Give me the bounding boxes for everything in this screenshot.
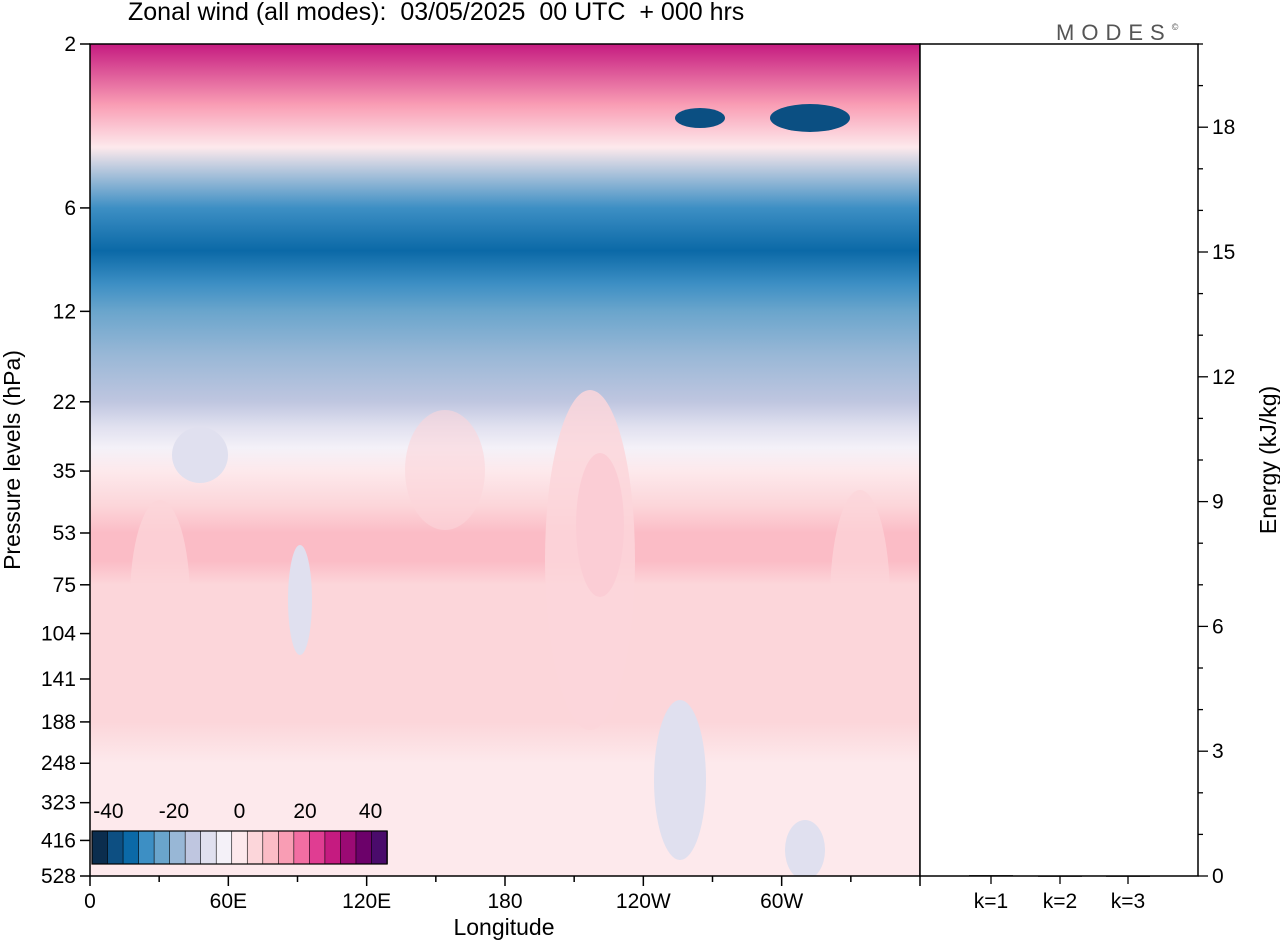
pressure-tick-label: 323 [41,792,76,815]
modes-logo: MODES© [1056,20,1179,45]
energy-bar [969,875,1013,877]
colorbar-swatch [246,830,264,865]
y-axis-title: Pressure levels (hPa) [0,350,25,570]
pressure-tick-label: 12 [53,300,76,323]
easterly-blob-3 [172,427,228,483]
stratospheric-core-2 [675,108,725,128]
colorbar-swatch [371,830,388,865]
colorbar-frame [91,830,388,865]
longitude-tick-label: 60E [210,890,247,913]
chart-title: Zonal wind (all modes): 03/05/2025 00 UT… [128,0,745,26]
energy-tick-label: 18 [1212,116,1235,139]
colorbar-swatch [278,830,295,865]
colorbar-labels: -40 -20 0 20 40 [93,800,382,823]
colorbar-swatch [122,830,140,865]
colorbar-swatch [107,830,124,865]
heatmap-features [130,104,890,876]
energy-category-label: k=3 [1111,890,1145,913]
energy-tick-label: 9 [1212,491,1224,514]
pressure-tick-label: 248 [41,752,76,775]
jet-blob-4 [830,490,890,710]
x-axis-title: Longitude [453,914,554,940]
longitude-tick-label: 180 [487,890,522,913]
colorbar-swatch [138,830,155,865]
pressure-tick-label: 75 [53,574,76,597]
jet-blob-2 [545,390,635,730]
pressure-tick-label: 141 [41,668,76,691]
longitude-tick-label: 0 [84,890,96,913]
longitude-tick-label: 60W [760,890,803,913]
jet-blob-5 [405,410,485,530]
pressure-tick-label: 6 [64,197,76,220]
pressure-tick-label: 53 [53,522,76,545]
colorbar-swatch [340,830,357,865]
colorbar-swatch [355,830,373,865]
colorbar-swatch [153,830,171,865]
pressure-tick-label: 188 [41,711,76,734]
energy-tick-label: 12 [1212,366,1235,389]
colorbar-tick-label: -20 [159,800,189,823]
energy-category-label: k=2 [1043,890,1077,913]
energy-categories: k=1 k=2 k=3 [974,876,1145,913]
colorbar-tick-label: 20 [293,800,316,823]
easterly-blob-1 [654,700,706,860]
pressure-tick-label: 528 [41,865,76,888]
pressure-tick-label: 22 [53,391,76,414]
colorbar-swatch [293,830,311,865]
heatmap-field [90,44,920,876]
energy-axis: 0 3 6 9 12 15 18 [1198,43,1235,888]
colorbar-tick-label: 0 [234,800,246,823]
colorbar-swatch [324,830,342,865]
colorbar-tick-label: -40 [93,800,123,823]
colorbar-swatches [91,830,388,865]
energy-tick-label: 0 [1212,865,1224,888]
energy-axis-title: Energy (kJ/kg) [1255,386,1280,534]
energy-tick-label: 6 [1212,615,1224,638]
colorbar-swatch [262,830,280,865]
pressure-axis: 2 6 12 22 35 53 75 104 141 188 248 323 416 528 [41,33,90,888]
colorbar-swatch [215,830,233,865]
colorbar-swatch [231,830,249,865]
energy-category-label: k=1 [974,890,1008,913]
energy-panel: 0 3 6 9 12 15 18 k=1 k=2 k=3 Energy (kJ/kg) [919,43,1280,913]
longitude-axis: 0 60E 120E 180 120W 60W [84,876,921,913]
colorbar-swatch [184,830,202,865]
longitude-tick-label: 120E [342,890,391,913]
stratospheric-core-1 [770,104,850,132]
colorbar-swatch [200,830,218,865]
energy-plot-frame [919,43,1199,877]
pressure-tick-label: 35 [53,460,76,483]
energy-tick-label: 15 [1212,241,1235,264]
energy-tick-label: 3 [1212,740,1224,763]
colorbar-swatch [91,830,109,865]
pressure-tick-label: 104 [41,623,76,646]
easterly-blob-4 [785,820,825,876]
colorbar-tick-label: 40 [359,800,382,823]
colorbar-legend: -40 -20 0 20 40 [91,800,388,865]
jet-blob-3 [130,500,190,700]
colorbar-swatch [309,830,326,865]
easterly-blob-2 [288,545,312,655]
pressure-tick-label: 416 [41,829,76,852]
pressure-tick-label: 2 [64,33,76,56]
colorbar-swatch [169,830,186,865]
longitude-tick-label: 120W [616,890,671,913]
heatmap-plot [89,43,921,877]
